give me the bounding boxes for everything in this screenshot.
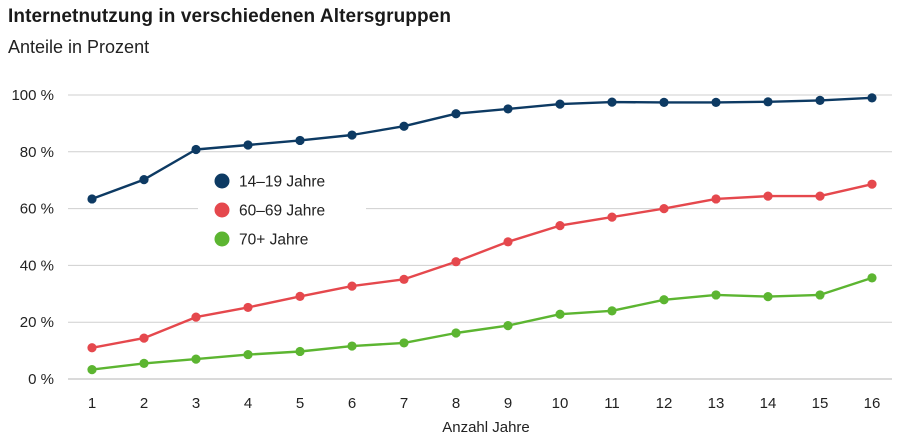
- data-point: [607, 97, 617, 107]
- data-point: [451, 257, 461, 267]
- x-tick-label: 16: [864, 395, 881, 412]
- data-point: [347, 341, 357, 351]
- x-tick-label: 14: [760, 395, 777, 412]
- data-point: [399, 274, 409, 284]
- legend-label: 60–69 Jahre: [239, 203, 325, 220]
- chart-title: Internetnutzung in verschiedenen Altersg…: [8, 6, 452, 27]
- data-point: [295, 291, 305, 301]
- x-tick-label: 9: [504, 395, 512, 412]
- data-point: [347, 281, 357, 291]
- data-point: [867, 179, 877, 189]
- data-point: [503, 104, 513, 114]
- legend-label: 70+ Jahre: [239, 232, 308, 249]
- series-points: [87, 93, 877, 375]
- data-point: [87, 343, 97, 353]
- x-tick-label: 11: [604, 395, 620, 412]
- legend-marker: [214, 202, 230, 218]
- x-tick-label: 1: [88, 395, 96, 412]
- y-tick-label: 60 %: [20, 201, 54, 218]
- data-point: [399, 121, 409, 131]
- y-tick-label: 20 %: [20, 314, 54, 331]
- data-point: [555, 221, 565, 231]
- data-point: [191, 144, 201, 155]
- data-point: [815, 290, 825, 300]
- data-point: [139, 333, 149, 343]
- series-line: [91, 183, 873, 349]
- data-point: [243, 302, 253, 313]
- x-tick-label: 7: [400, 395, 408, 412]
- x-tick-label: 5: [296, 395, 304, 412]
- legend-marker: [214, 231, 230, 247]
- chart-subtitle: Anteile in Prozent: [8, 37, 150, 57]
- data-point: [815, 95, 825, 105]
- data-point: [139, 358, 149, 368]
- data-point: [87, 365, 97, 375]
- data-point: [191, 312, 201, 322]
- data-point: [659, 97, 669, 107]
- x-tick-label: 13: [708, 395, 725, 412]
- data-point: [711, 194, 721, 204]
- data-point: [815, 191, 825, 201]
- data-point: [711, 290, 721, 300]
- data-point: [191, 354, 201, 364]
- series-line: [91, 96, 873, 201]
- data-point: [399, 338, 409, 348]
- x-tick-label: 4: [244, 395, 252, 412]
- data-point: [659, 295, 669, 305]
- x-tick-label: 10: [552, 395, 569, 412]
- data-point: [607, 306, 617, 316]
- data-point: [607, 212, 617, 222]
- grid-lines: [68, 94, 892, 380]
- y-tick-label: 100 %: [11, 87, 54, 104]
- legend: 14–19 Jahre 60–69 Jahre 70+ Jahre: [198, 167, 366, 253]
- data-point: [295, 135, 305, 146]
- data-point: [867, 93, 877, 103]
- data-point: [451, 328, 461, 338]
- data-point: [763, 191, 773, 201]
- series-lines: [91, 96, 873, 371]
- y-tick-label: 80 %: [20, 144, 54, 161]
- data-point: [763, 292, 773, 302]
- legend-label: 14–19 Jahre: [239, 174, 325, 191]
- data-point: [659, 204, 669, 214]
- data-point: [555, 309, 565, 319]
- series-line: [91, 276, 873, 371]
- data-point: [503, 321, 513, 331]
- y-axis-ticks: 0 % 20 % 40 % 60 % 80 % 100 %: [11, 87, 54, 388]
- data-point: [711, 97, 721, 107]
- data-point: [243, 349, 253, 360]
- x-tick-label: 15: [812, 395, 829, 412]
- data-point: [87, 194, 97, 204]
- x-tick-label: 3: [192, 395, 200, 412]
- data-point: [555, 99, 565, 109]
- data-point: [451, 109, 461, 119]
- data-point: [867, 273, 877, 283]
- data-point: [243, 140, 253, 150]
- y-tick-label: 40 %: [20, 257, 54, 274]
- data-point: [295, 346, 305, 357]
- x-tick-label: 6: [348, 395, 356, 412]
- x-axis-ticks: 1 2 3 4 5 6 7 8 9 10 11 12 13 14 15 16: [88, 395, 881, 412]
- x-tick-label: 12: [656, 395, 673, 412]
- data-point: [347, 130, 357, 140]
- y-tick-label: 0 %: [28, 371, 54, 388]
- data-point: [503, 237, 513, 247]
- data-point: [763, 97, 773, 107]
- legend-marker: [214, 173, 230, 189]
- x-tick-label: 8: [452, 395, 460, 412]
- data-point: [139, 175, 149, 185]
- x-axis-label: Anzahl Jahre: [442, 419, 530, 436]
- x-tick-label: 2: [140, 395, 148, 412]
